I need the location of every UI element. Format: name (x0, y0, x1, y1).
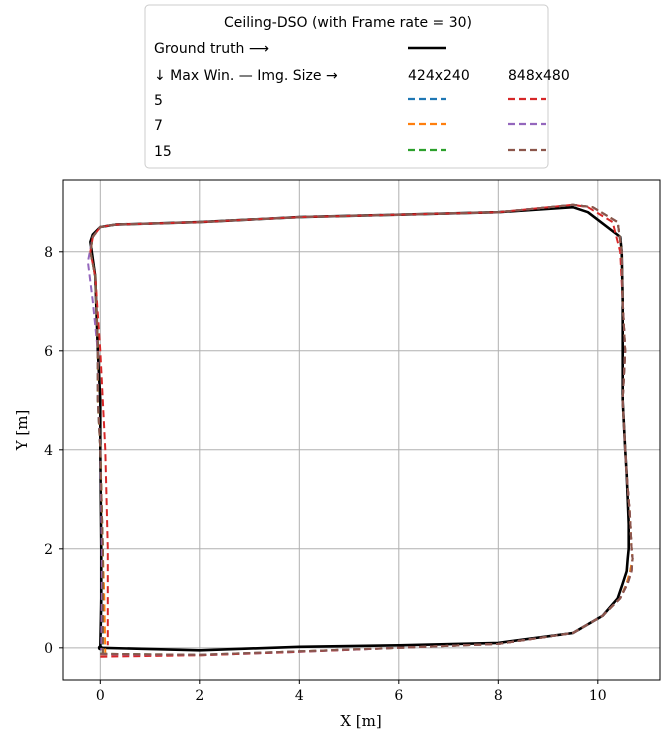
legend: Ceiling-DSO (with Frame rate = 30) Groun… (144, 4, 570, 169)
plot-background (63, 180, 660, 680)
plot-area: 0 2 4 6 8 10 0 2 4 6 8 (44, 179, 661, 704)
y-tick-label: 2 (44, 542, 53, 558)
series-line-15-848x480 (89, 203, 634, 656)
x-tick-label: 8 (494, 688, 503, 704)
ticks: 0 2 4 6 8 10 0 2 4 6 8 (44, 245, 607, 704)
legend-column-header-2: 848x480 (508, 68, 570, 84)
x-tick-label: 6 (394, 688, 403, 704)
legend-row-label-7: 7 (154, 118, 163, 134)
series-group (86, 203, 634, 658)
grid (63, 180, 660, 680)
x-axis-label: X [m] (340, 712, 381, 730)
y-tick-label: 8 (44, 245, 53, 261)
x-tick-label: 0 (96, 688, 105, 704)
legend-column-header-1: 424x240 (408, 68, 470, 84)
legend-row-label-5: 5 (154, 93, 163, 109)
y-tick-label: 0 (44, 641, 53, 657)
x-tick-label: 4 (295, 688, 304, 704)
legend-ground-truth-label: Ground truth ⟶ (154, 41, 269, 57)
x-tick-label: 10 (589, 688, 607, 704)
plot-frame (62, 179, 661, 681)
legend-title: Ceiling-DSO (with Frame rate = 30) (224, 15, 472, 31)
y-tick-label: 6 (44, 344, 53, 360)
y-tick-label: 4 (44, 443, 53, 459)
legend-frame (144, 4, 549, 169)
legend-header-label: ↓ Max Win. — Img. Size → (154, 68, 338, 84)
y-axis-label: Y [m] (13, 410, 31, 452)
legend-row-label-15: 15 (154, 144, 172, 160)
x-tick-label: 2 (195, 688, 204, 704)
